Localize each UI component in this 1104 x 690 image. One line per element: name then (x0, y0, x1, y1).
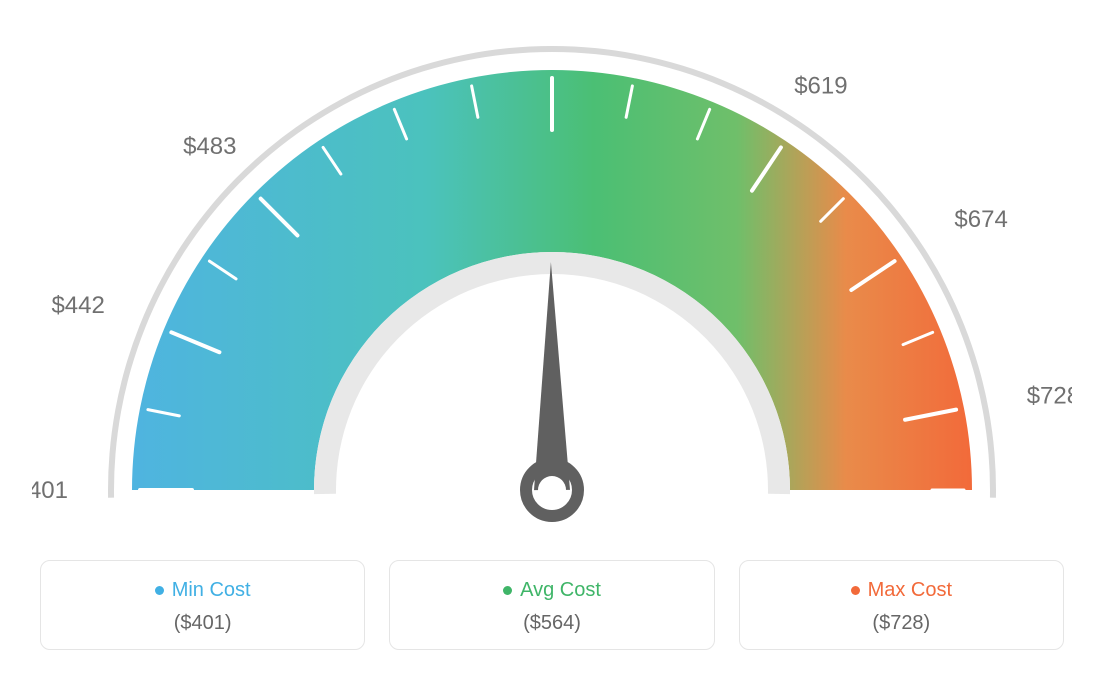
gauge-needle (534, 262, 570, 490)
legend-row: Min Cost ($401) Avg Cost ($564) Max Cost… (20, 560, 1084, 650)
gauge-tick-label: $619 (794, 73, 847, 100)
gauge-svg: $401$442$483$564$619$674$728 (32, 20, 1072, 560)
dot-icon (503, 586, 512, 595)
legend-title-max: Max Cost (851, 579, 952, 602)
legend-title-avg: Avg Cost (503, 579, 601, 602)
dot-icon (155, 586, 164, 595)
gauge-tick-label: $483 (183, 133, 236, 160)
gauge-tick-label: $401 (32, 477, 68, 504)
cost-gauge-chart: $401$442$483$564$619$674$728 (20, 20, 1084, 560)
legend-label: Min Cost (172, 579, 251, 602)
legend-card-avg: Avg Cost ($564) (389, 560, 714, 650)
gauge-needle-hub-inner (538, 476, 566, 504)
gauge-tick-label: $442 (51, 292, 104, 319)
legend-value-min: ($401) (53, 612, 352, 635)
legend-value-avg: ($564) (402, 612, 701, 635)
gauge-tick-label: $728 (1027, 383, 1072, 410)
legend-title-min: Min Cost (155, 579, 251, 602)
legend-card-max: Max Cost ($728) (739, 560, 1064, 650)
legend-label: Max Cost (868, 579, 952, 602)
legend-value-max: ($728) (752, 612, 1051, 635)
legend-card-min: Min Cost ($401) (40, 560, 365, 650)
legend-label: Avg Cost (520, 579, 601, 602)
gauge-tick-label: $674 (954, 206, 1007, 233)
dot-icon (851, 586, 860, 595)
